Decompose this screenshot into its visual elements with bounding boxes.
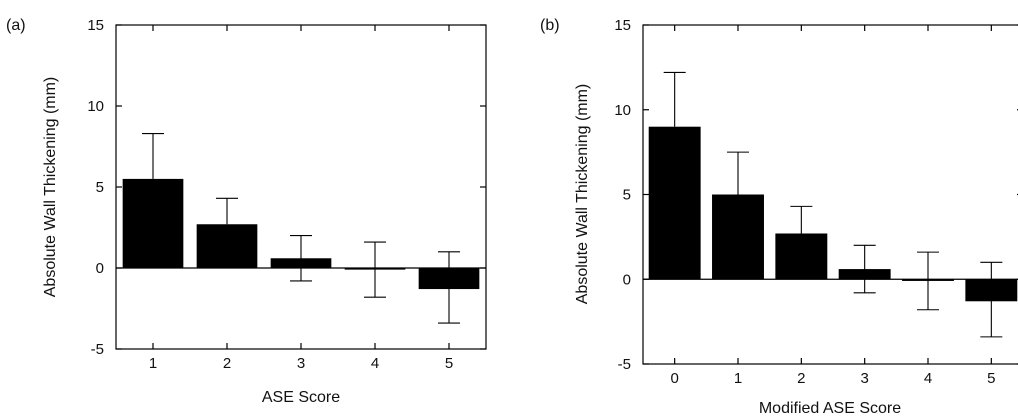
panel-a-x-tick-label: 1 <box>149 355 157 372</box>
panel-a-marks: -5 0 5 10 15 1 2 3 4 5 <box>87 17 486 372</box>
panel-a-x-tick-label: 3 <box>297 355 305 372</box>
panel-b-x-tick-label: 2 <box>797 370 805 387</box>
panel-b-y-tick-label: 10 <box>614 102 631 119</box>
panel-a-y-tick-label: -5 <box>91 341 104 358</box>
panel-b-y-axis-title: Absolute Wall Thickening (mm) <box>574 84 591 305</box>
panel-b-y-tick-label: 15 <box>614 17 631 34</box>
panel-a-x-tick-label: 5 <box>445 355 453 372</box>
panel-b-bar <box>648 126 701 280</box>
panel-b-y-tick-label: 5 <box>623 187 631 204</box>
panel-b-x-tick-label: 3 <box>860 370 868 387</box>
panel-b-x-tick-label: 5 <box>987 370 995 387</box>
panel-b-bar <box>712 194 764 280</box>
panel-b-y-tick-label: 0 <box>623 271 631 288</box>
panel-a-y-tick-label: 15 <box>87 17 104 34</box>
panel-a-y-tick-label: 5 <box>96 179 104 196</box>
panel-b-x-tick-label: 0 <box>670 370 678 387</box>
panel-a-x-tick-label: 2 <box>223 355 231 372</box>
panel-b-label: (b) <box>540 17 560 34</box>
panel-a-x-tick-label: 4 <box>371 355 379 372</box>
panel-b-bar <box>775 233 828 280</box>
panel-a-y-tick-label: 10 <box>87 98 104 115</box>
panel-a-label: (a) <box>6 17 26 34</box>
panel-b-x-tick-label: 1 <box>734 370 742 387</box>
panel-a-x-axis-title: ASE Score <box>262 389 340 406</box>
panel-b-x-axis-title: Modified ASE Score <box>759 400 901 417</box>
panel-a-chart: (a) -5 0 5 10 15 1 2 3 4 5 ASE Score Absolute Wal… <box>6 17 487 406</box>
panel-b-y-tick-label: -5 <box>618 356 631 373</box>
panel-a-y-tick-label: 0 <box>96 260 104 277</box>
panel-a-y-axis-title: Absolute Wall Thickening (mm) <box>42 77 59 298</box>
panel-a-bar <box>196 224 258 268</box>
panel-a-bar <box>122 178 184 268</box>
panel-b-x-tick-label: 4 <box>924 370 932 387</box>
panel-b-marks: -5 0 5 10 15 0 1 2 3 4 5 <box>614 17 1018 387</box>
panel-b-chart: (b) -5 0 5 10 15 0 1 2 3 4 5 Modified ASE Score Ab… <box>540 17 1018 417</box>
